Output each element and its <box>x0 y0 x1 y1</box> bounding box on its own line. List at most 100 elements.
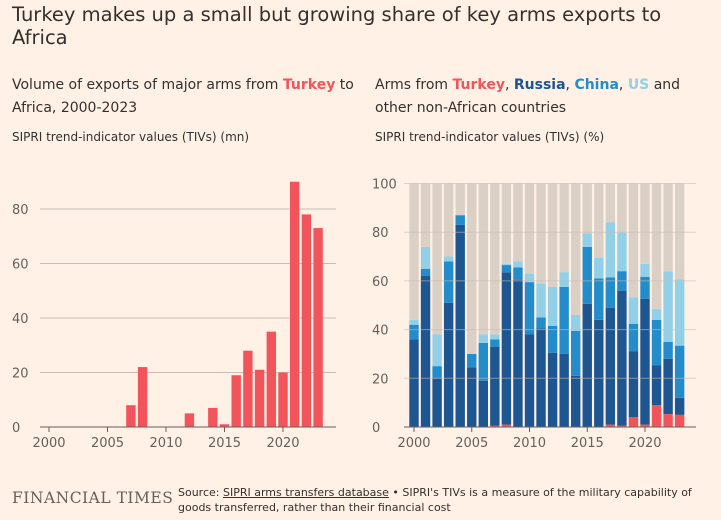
left-subtitle: Volume of exports of major arms from Tur… <box>12 74 357 120</box>
bar-russia-2011 <box>536 328 546 427</box>
bar-us-2018 <box>617 232 627 272</box>
bar-us-2008 <box>501 263 512 266</box>
bar-2017 <box>243 350 253 427</box>
bar-turkey-2018 <box>617 425 627 427</box>
bar-russia-2010 <box>524 334 535 427</box>
bar-other-2016 <box>594 183 604 258</box>
bar-other-2023 <box>674 183 685 280</box>
bar-russia-2021 <box>651 365 662 406</box>
bar-us-2001 <box>420 246 431 269</box>
bar-2014 <box>208 407 218 427</box>
bar-2015 <box>219 424 230 427</box>
bar-russia-2008 <box>501 272 512 425</box>
bar-us-2016 <box>594 257 604 279</box>
bar-russia-2020 <box>640 298 650 425</box>
bar-china-2003 <box>443 261 454 303</box>
bar-2012 <box>184 413 195 427</box>
right-subtitle-text-2: and other non-African countries <box>375 77 681 116</box>
bar-us-2013 <box>559 272 569 287</box>
bar-china-2014 <box>571 330 581 376</box>
bar-us-2009 <box>513 261 523 268</box>
bar-us-2007 <box>490 334 500 340</box>
bar-other-2017 <box>605 183 616 223</box>
bar-us-2012 <box>547 286 558 326</box>
bar-china-2019 <box>628 323 639 352</box>
bar-turkey-2017 <box>605 424 616 427</box>
bar-russia-2018 <box>617 290 627 426</box>
bar-2021 <box>290 181 300 427</box>
bar-2008 <box>137 367 148 427</box>
x-tick-label: 2010 <box>513 436 546 451</box>
bar-other-2002 <box>432 183 442 335</box>
x-tick-label: 2015 <box>208 436 241 451</box>
ft-logo: FINANCIAL TIMES <box>12 489 174 507</box>
y-tick-label: 40 <box>372 324 389 339</box>
bar-russia-2023 <box>674 397 685 415</box>
legend-russia: Russia <box>513 77 566 93</box>
bar-russia-2003 <box>443 302 454 427</box>
bar-russia-2012 <box>547 352 558 427</box>
bar-us-2002 <box>432 334 442 367</box>
bar-russia-2006 <box>478 380 488 427</box>
bar-other-2020 <box>640 183 650 264</box>
bar-russia-2000 <box>409 339 419 427</box>
bar-other-2013 <box>559 183 569 273</box>
x-tick-label: 2020 <box>628 436 661 451</box>
sep: , <box>618 77 628 93</box>
bar-china-2008 <box>501 265 512 273</box>
bar-china-2004 <box>455 215 465 225</box>
x-tick-label: 2000 <box>32 436 65 451</box>
bar-2022 <box>301 214 312 427</box>
bar-us-2021 <box>651 309 662 320</box>
bar-us-2019 <box>628 297 639 324</box>
bar-us-2017 <box>605 222 616 278</box>
source-link[interactable]: SIPRI arms transfers database <box>222 486 389 499</box>
bar-other-2019 <box>628 183 639 298</box>
bar-turkey-2019 <box>628 417 639 427</box>
bar-other-2010 <box>524 183 535 274</box>
bar-us-2022 <box>663 271 673 342</box>
legend-china: China <box>574 77 619 93</box>
bar-russia-2004 <box>455 224 465 427</box>
bar-other-2021 <box>651 183 662 310</box>
left-subtitle-text-2: to Africa, 2000-2023 <box>12 77 354 116</box>
bar-china-2013 <box>559 286 569 354</box>
y-tick-label: 60 <box>12 258 29 273</box>
bar-other-2014 <box>571 183 581 315</box>
bar-china-2006 <box>478 342 488 381</box>
source-prefix: Source: <box>178 486 223 499</box>
bar-other-2001 <box>420 183 431 247</box>
bar-turkey-2007 <box>490 425 500 427</box>
bar-china-2016 <box>594 278 604 320</box>
x-tick-label: 2020 <box>266 436 299 451</box>
bar-us-2011 <box>536 283 546 318</box>
bar-us-2003 <box>443 256 454 262</box>
bar-china-2017 <box>605 277 616 308</box>
left-subtitle-text: Volume of exports of major arms from <box>12 77 283 93</box>
bar-us-2015 <box>582 233 592 247</box>
y-tick-label: 40 <box>12 312 29 327</box>
y-tick-label: 80 <box>12 203 29 218</box>
bar-other-2000 <box>409 183 419 320</box>
bar-china-2012 <box>547 325 558 353</box>
bar-other-2008 <box>501 183 512 264</box>
bar-russia-2002 <box>432 378 442 427</box>
source-note: Source: SIPRI arms transfers database • … <box>178 485 718 515</box>
bar-china-2001 <box>420 268 431 277</box>
bar-china-2010 <box>524 282 535 335</box>
bar-china-2007 <box>490 339 500 347</box>
bar-other-2022 <box>663 183 673 272</box>
bar-russia-2015 <box>582 303 592 427</box>
x-tick-label: 2015 <box>571 436 604 451</box>
x-tick-label: 2000 <box>397 436 430 451</box>
left-unit: SIPRI trend-indicator values (TIVs) (mn) <box>12 130 250 144</box>
bar-russia-2007 <box>490 346 500 426</box>
y-tick-label: 20 <box>12 367 29 382</box>
bar-china-2011 <box>536 317 546 329</box>
bar-china-2005 <box>467 353 477 368</box>
bar-other-2012 <box>547 183 558 287</box>
bar-turkey-2022 <box>663 414 673 427</box>
right-subtitle-text: Arms from <box>375 77 453 93</box>
bar-russia-2019 <box>628 351 639 418</box>
bar-russia-2017 <box>605 307 616 425</box>
